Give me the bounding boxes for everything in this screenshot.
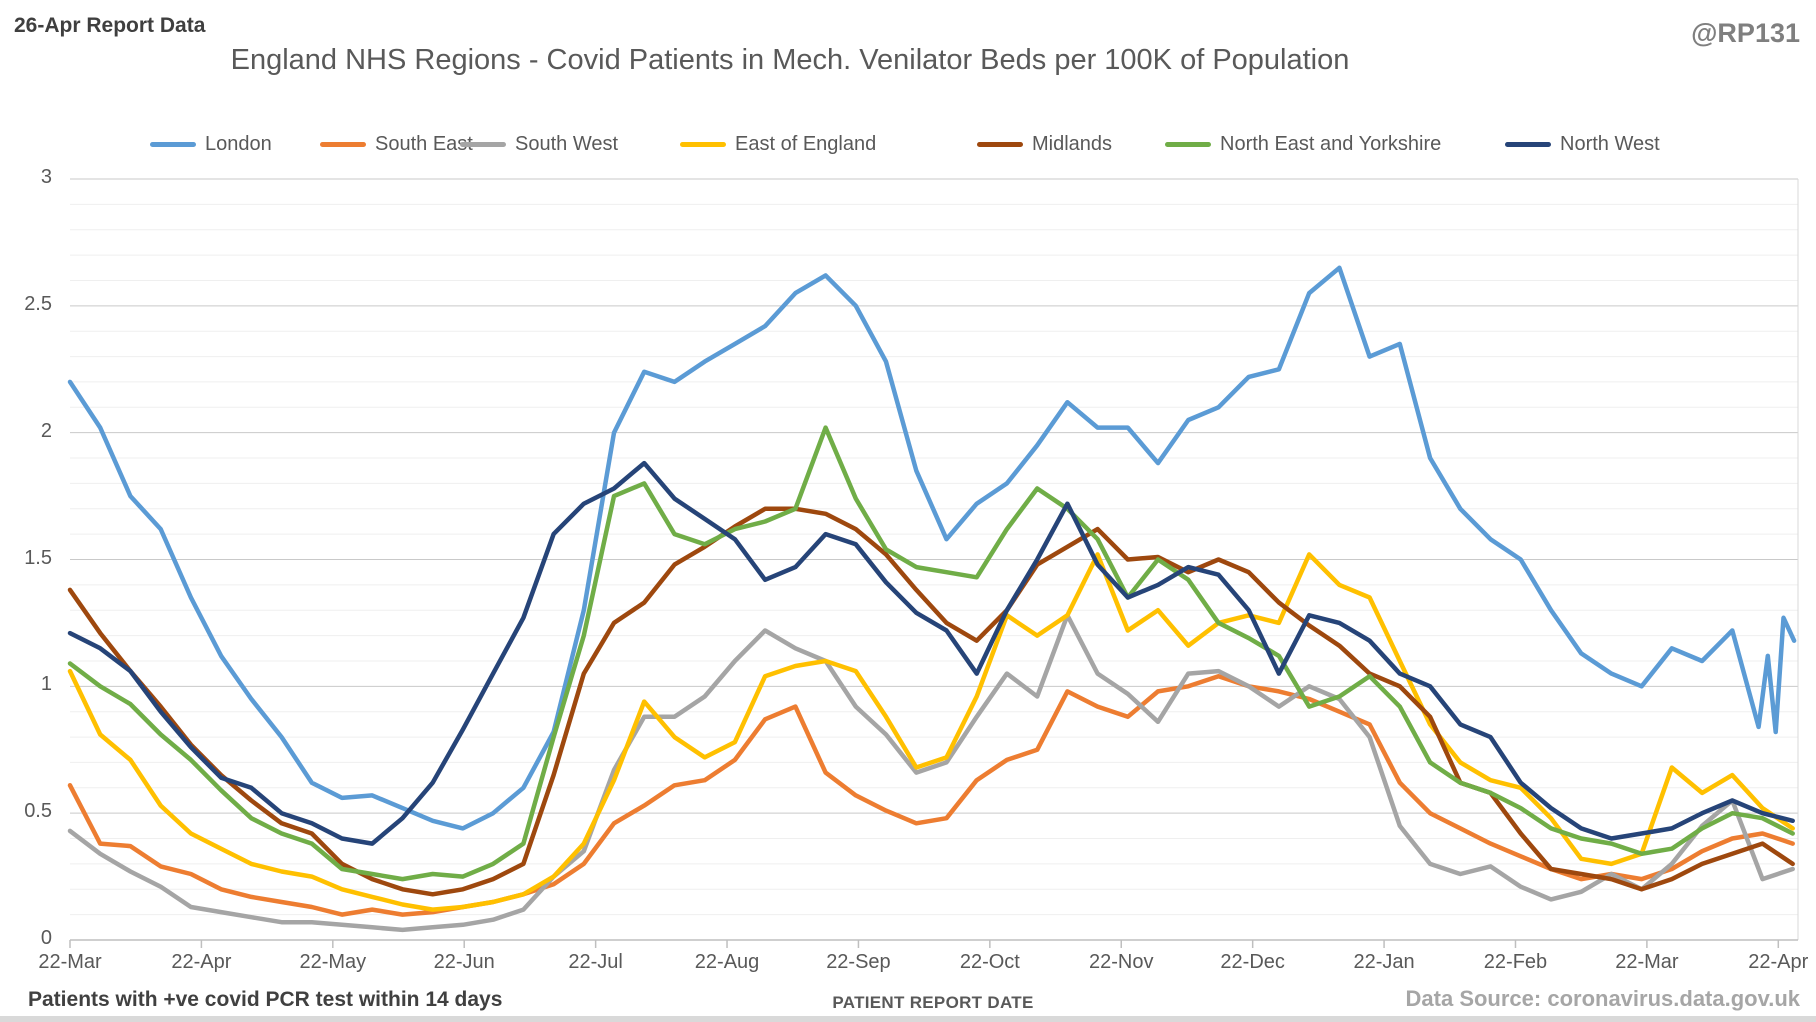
legend-swatch-london xyxy=(150,141,196,147)
data-source-label: Data Source: coronavirus.data.gov.uk xyxy=(1405,986,1800,1011)
x-tick-label: 22-Dec xyxy=(1220,951,1285,973)
series-line-north-west xyxy=(67,460,1795,846)
x-tick-label: 22-Mar xyxy=(1615,951,1679,973)
legend-swatch-south-west xyxy=(460,141,506,147)
chart-title: England NHS Regions - Covid Patients in … xyxy=(230,44,1350,76)
legend-item-midlands: Midlands xyxy=(977,131,1112,157)
y-tick-label: 1.5 xyxy=(24,546,52,569)
x-tick-label: 22-Apr xyxy=(1748,951,1809,973)
x-tick-label: 22-Oct xyxy=(959,951,1020,973)
legend-item-north-west: North West xyxy=(1505,131,1660,157)
series-line-midlands xyxy=(67,506,1795,897)
x-tick-label: 22-Aug xyxy=(694,951,760,973)
legend-item-east-of-england: East of England xyxy=(680,131,876,157)
x-tick-label: 22-Mar xyxy=(38,951,102,973)
legend-label: London xyxy=(205,132,272,155)
series-line-east-of-england xyxy=(67,552,1795,912)
report-date-label: 26-Apr Report Data xyxy=(14,14,206,37)
legend-swatch-south-east xyxy=(320,141,366,147)
y-tick-label: 2 xyxy=(40,419,52,442)
footer-note: Patients with +ve covid PCR test within … xyxy=(28,988,503,1011)
legend-label: North East and Yorkshire xyxy=(1220,132,1442,155)
x-tick-label: 22-Jun xyxy=(433,951,495,973)
bottom-edge-strip xyxy=(0,1016,1816,1022)
legend-label: South West xyxy=(515,132,619,155)
legend-swatch-north-west xyxy=(1505,141,1551,147)
x-tick-label: 22-Apr xyxy=(171,951,232,973)
x-tick-label: 22-Sep xyxy=(826,951,891,973)
legend-swatch-midlands xyxy=(977,141,1023,147)
y-tick-label: 0.5 xyxy=(24,800,52,823)
legend-item-south-west: South West xyxy=(460,131,618,157)
y-tick-label: 1 xyxy=(40,673,52,696)
series-line-north-east-and-yorkshire xyxy=(67,425,1795,882)
x-axis-title: PATIENT REPORT DATE xyxy=(832,993,1034,1012)
legend-swatch-north-east-and-yorkshire xyxy=(1165,141,1211,147)
legend-item-south-east: South East xyxy=(320,131,473,157)
legend-item-london: London xyxy=(150,131,272,157)
legend-swatch-east-of-england xyxy=(680,141,726,147)
legend-item-north-east-and-yorkshire: North East and Yorkshire xyxy=(1165,131,1441,157)
series-line-south-east xyxy=(67,673,1795,917)
legend-label: North West xyxy=(1560,132,1660,155)
x-tick-label: 22-Feb xyxy=(1483,951,1548,973)
x-tick-label: 22-Nov xyxy=(1089,951,1154,973)
series-line-south-west xyxy=(67,613,1795,933)
legend-label: East of England xyxy=(735,132,877,155)
x-tick-label: 22-Jan xyxy=(1353,951,1415,973)
y-tick-label: 2.5 xyxy=(24,292,52,315)
legend-label: Midlands xyxy=(1032,132,1113,155)
y-tick-label: 3 xyxy=(40,166,52,188)
series-line-london xyxy=(67,265,1797,831)
x-tick-label: 22-May xyxy=(299,951,367,973)
legend-label: South East xyxy=(375,132,473,155)
y-tick-label: 0 xyxy=(40,927,52,949)
legend: London South East South West East of Englan… xyxy=(0,131,1816,157)
author-watermark: @RP131 xyxy=(1691,18,1800,48)
x-tick-label: 22-Jul xyxy=(568,951,623,973)
